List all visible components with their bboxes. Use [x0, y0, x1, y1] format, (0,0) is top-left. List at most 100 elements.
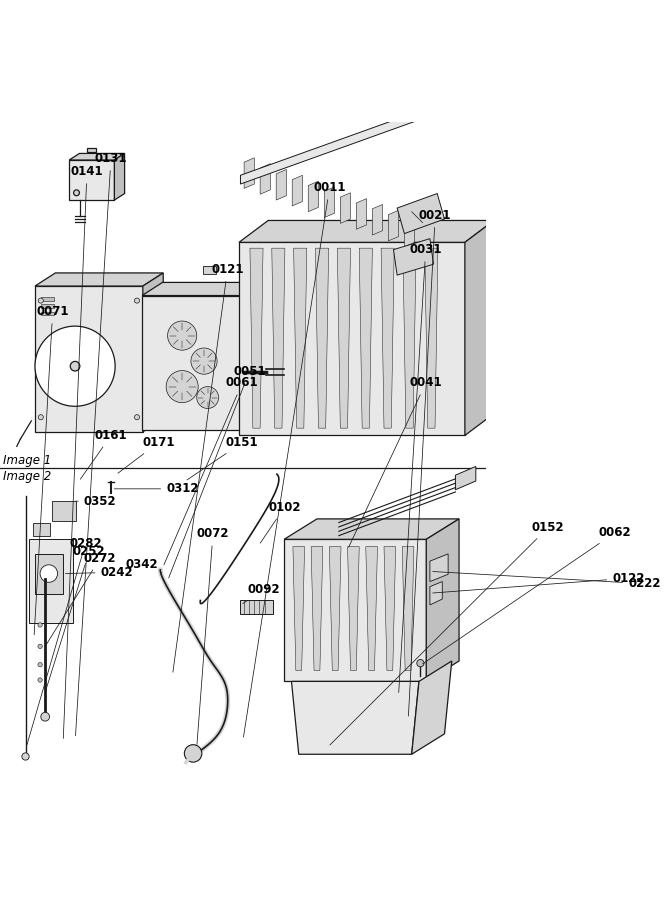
- Circle shape: [166, 371, 198, 402]
- Polygon shape: [311, 546, 323, 670]
- Polygon shape: [293, 546, 305, 670]
- Text: 0352: 0352: [76, 496, 117, 508]
- Polygon shape: [291, 681, 419, 754]
- Text: 0342: 0342: [125, 558, 162, 573]
- Polygon shape: [260, 164, 270, 194]
- Polygon shape: [87, 148, 96, 152]
- Polygon shape: [388, 211, 399, 241]
- Text: 0121: 0121: [173, 263, 244, 672]
- Polygon shape: [65, 372, 93, 401]
- Polygon shape: [372, 204, 383, 235]
- Polygon shape: [29, 539, 73, 623]
- Polygon shape: [397, 194, 444, 234]
- Circle shape: [41, 712, 49, 721]
- Text: 0062: 0062: [423, 526, 632, 664]
- Text: 0242: 0242: [65, 566, 133, 579]
- Text: 0011: 0011: [243, 181, 346, 737]
- Circle shape: [191, 348, 217, 374]
- Polygon shape: [338, 248, 350, 428]
- Polygon shape: [329, 546, 341, 670]
- Polygon shape: [360, 248, 372, 428]
- Polygon shape: [143, 273, 163, 432]
- Polygon shape: [35, 554, 63, 594]
- Polygon shape: [284, 519, 459, 539]
- Polygon shape: [41, 304, 54, 308]
- Polygon shape: [381, 248, 394, 428]
- Text: 0031: 0031: [399, 243, 442, 692]
- Text: 0312: 0312: [114, 482, 199, 495]
- Circle shape: [417, 660, 424, 667]
- Text: 0072: 0072: [197, 527, 229, 744]
- Text: 0222: 0222: [433, 572, 660, 590]
- Polygon shape: [412, 661, 452, 754]
- Polygon shape: [271, 248, 285, 428]
- Polygon shape: [78, 334, 111, 364]
- Polygon shape: [41, 297, 54, 301]
- Text: 0161: 0161: [80, 429, 127, 479]
- Text: 0252: 0252: [46, 545, 105, 689]
- Polygon shape: [79, 366, 112, 392]
- Polygon shape: [404, 216, 415, 247]
- Polygon shape: [430, 554, 448, 581]
- Circle shape: [38, 415, 43, 419]
- Polygon shape: [239, 220, 494, 242]
- Polygon shape: [41, 311, 54, 315]
- Text: 0122: 0122: [433, 572, 644, 593]
- Text: 0071: 0071: [34, 305, 69, 634]
- Text: 0102: 0102: [260, 501, 301, 543]
- Circle shape: [35, 326, 115, 406]
- Polygon shape: [203, 266, 215, 274]
- Polygon shape: [142, 295, 244, 430]
- Text: 0131: 0131: [75, 152, 127, 736]
- Polygon shape: [356, 199, 367, 230]
- Circle shape: [40, 565, 57, 582]
- Polygon shape: [35, 286, 143, 432]
- Text: 0282: 0282: [27, 536, 102, 744]
- Text: 0092: 0092: [243, 583, 280, 604]
- Polygon shape: [403, 248, 416, 428]
- Circle shape: [38, 662, 42, 667]
- Text: 0051: 0051: [169, 364, 265, 578]
- Polygon shape: [348, 546, 360, 670]
- Circle shape: [197, 387, 219, 409]
- Polygon shape: [69, 160, 115, 200]
- Polygon shape: [33, 523, 49, 536]
- Polygon shape: [308, 181, 318, 211]
- Polygon shape: [57, 330, 85, 361]
- Polygon shape: [394, 238, 434, 275]
- Circle shape: [22, 752, 29, 760]
- Polygon shape: [426, 519, 459, 681]
- Circle shape: [38, 298, 43, 303]
- Text: 0041: 0041: [349, 376, 442, 547]
- Text: 0152: 0152: [330, 521, 564, 745]
- Circle shape: [167, 321, 197, 350]
- Circle shape: [73, 190, 79, 195]
- Polygon shape: [35, 273, 163, 286]
- Polygon shape: [53, 501, 76, 521]
- Circle shape: [38, 644, 42, 649]
- Text: 0151: 0151: [187, 436, 259, 480]
- Polygon shape: [293, 248, 307, 428]
- Polygon shape: [315, 248, 329, 428]
- Polygon shape: [402, 546, 414, 670]
- Text: 0272: 0272: [47, 552, 116, 644]
- Polygon shape: [384, 546, 396, 670]
- Circle shape: [135, 298, 139, 303]
- Polygon shape: [276, 169, 286, 200]
- Text: 0141: 0141: [63, 166, 103, 738]
- Polygon shape: [244, 283, 265, 430]
- Polygon shape: [425, 248, 438, 428]
- Polygon shape: [292, 176, 302, 206]
- Circle shape: [184, 744, 202, 762]
- Text: 0061: 0061: [164, 376, 259, 565]
- Circle shape: [135, 415, 139, 419]
- Polygon shape: [456, 466, 476, 490]
- Polygon shape: [69, 153, 125, 160]
- Text: Image 1: Image 1: [3, 454, 51, 467]
- Text: 0171: 0171: [118, 436, 175, 473]
- Polygon shape: [39, 368, 72, 398]
- Polygon shape: [142, 283, 265, 295]
- Polygon shape: [366, 546, 378, 670]
- Polygon shape: [241, 112, 419, 184]
- Polygon shape: [38, 340, 71, 366]
